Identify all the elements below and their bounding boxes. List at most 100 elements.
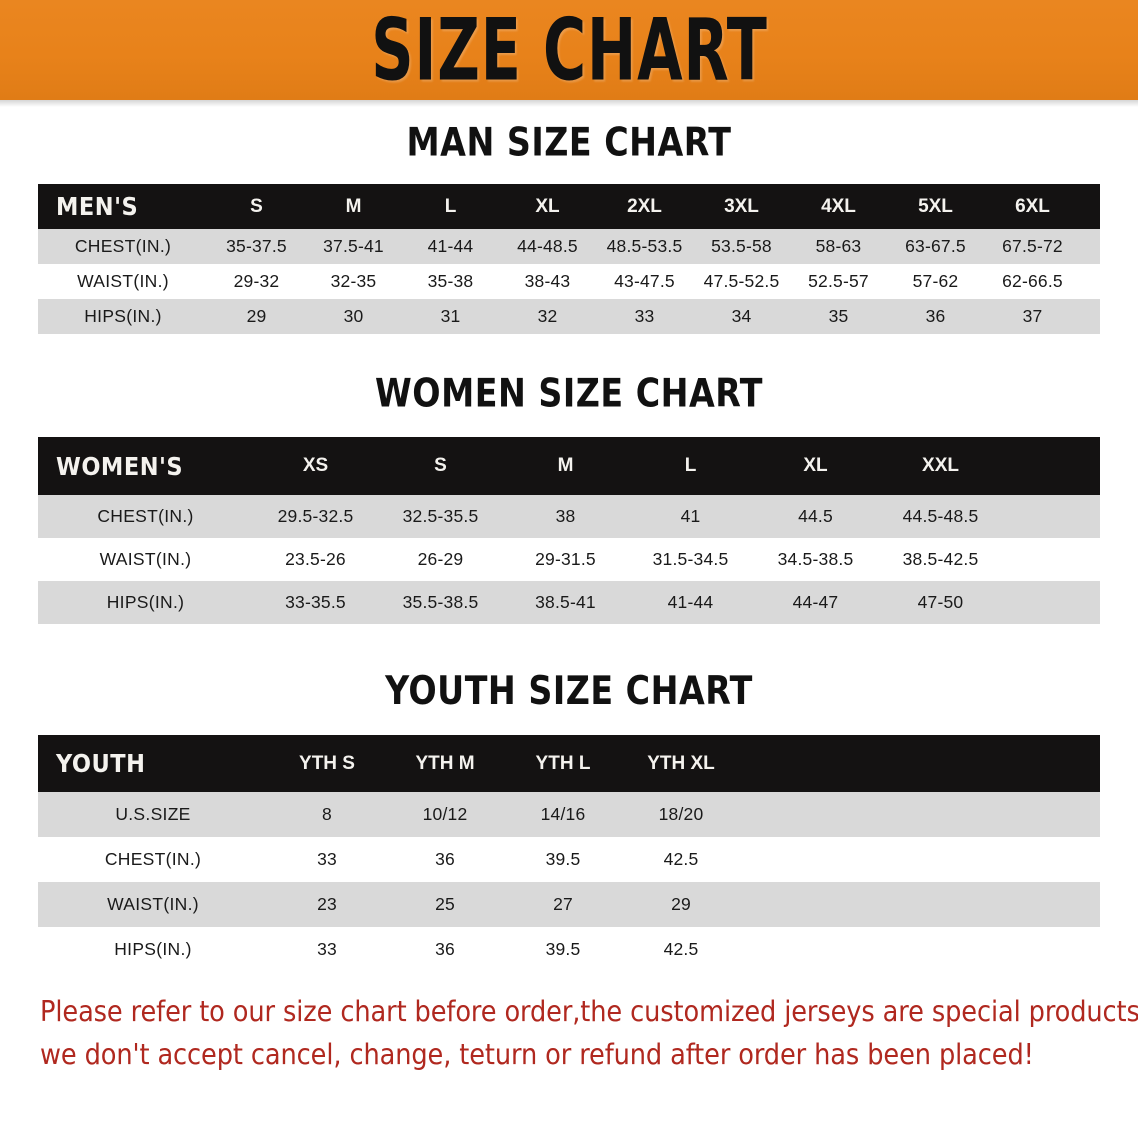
youth-header-filler [740, 735, 1100, 792]
man-col-header: 3XL [693, 184, 790, 229]
women-corner-label: WOMEN'S [38, 437, 253, 495]
man-measure-cell: 62-66.5 [984, 264, 1081, 299]
table-row: CHEST(IN.) 29.5-32.5 32.5-35.5 38 41 44.5 44.5… [38, 495, 1100, 538]
women-col-header: XXL [878, 437, 1003, 495]
women-table-wrap: WOMEN'S XS S M L XL XXL CHEST(IN.) 29.5-32.5 32.5… [0, 437, 1138, 624]
women-measure-cell: 44.5-48.5 [878, 495, 1003, 538]
disclaimer-line-1: Please refer to our size chart before or… [40, 995, 1138, 1028]
women-measure-cell: 41 [628, 495, 753, 538]
table-row: CHEST(IN.) 33 36 39.5 42.5 [38, 837, 1100, 882]
man-col-header: 4XL [790, 184, 887, 229]
man-table-wrap: MEN'S S M L XL 2XL 3XL 4XL 5XL 6XL CHEST(IN.) 35-37… [0, 184, 1138, 334]
man-measure-cell: 44-48.5 [499, 229, 596, 264]
man-col-header: M [305, 184, 402, 229]
man-col-header: S [208, 184, 305, 229]
youth-measure-cell: 18/20 [622, 792, 740, 837]
man-measure-cell: 36 [887, 299, 984, 334]
man-measure-cell: 31 [402, 299, 499, 334]
youth-col-header: YTH S [268, 735, 386, 792]
women-row-label: HIPS(IN.) [38, 581, 253, 624]
women-header-row: WOMEN'S XS S M L XL XXL [38, 437, 1100, 495]
table-row: HIPS(IN.) 33 36 39.5 42.5 [38, 927, 1100, 972]
women-col-header: S [378, 437, 503, 495]
youth-measure-cell: 23 [268, 882, 386, 927]
table-row: WAIST(IN.) 23 25 27 29 [38, 882, 1100, 927]
man-section-title: MAN SIZE CHART [406, 119, 732, 166]
man-measure-cell: 34 [693, 299, 790, 334]
man-measure-cell: 37.5-41 [305, 229, 402, 264]
page-banner: SIZE CHART [0, 0, 1138, 107]
women-measure-cell: 38 [503, 495, 628, 538]
women-col-header: XL [753, 437, 878, 495]
women-measure-cell: 26-29 [378, 538, 503, 581]
women-row-filler [1003, 581, 1100, 624]
man-measure-cell: 32-35 [305, 264, 402, 299]
man-measure-cell: 48.5-53.5 [596, 229, 693, 264]
man-measure-cell: 67.5-72 [984, 229, 1081, 264]
women-measure-cell: 44-47 [753, 581, 878, 624]
youth-col-header: YTH XL [622, 735, 740, 792]
man-measure-cell: 52.5-57 [790, 264, 887, 299]
youth-row-filler [740, 837, 1100, 882]
man-measure-cell: 57-62 [887, 264, 984, 299]
table-row: HIPS(IN.) 33-35.5 35.5-38.5 38.5-41 41-44 44-… [38, 581, 1100, 624]
man-measure-cell: 29 [208, 299, 305, 334]
man-measure-cell: 32 [499, 299, 596, 334]
youth-col-header: YTH L [504, 735, 622, 792]
table-row: U.S.SIZE 8 10/12 14/16 18/20 [38, 792, 1100, 837]
women-col-header: XS [253, 437, 378, 495]
man-measure-cell: 63-67.5 [887, 229, 984, 264]
women-measure-cell: 32.5-35.5 [378, 495, 503, 538]
table-row: CHEST(IN.) 35-37.5 37.5-41 41-44 44-48.5 48.5… [38, 229, 1100, 264]
man-measure-cell: 58-63 [790, 229, 887, 264]
man-col-header: 2XL [596, 184, 693, 229]
man-row-filler [1081, 264, 1100, 299]
man-measure-cell: 37 [984, 299, 1081, 334]
women-measure-cell: 47-50 [878, 581, 1003, 624]
youth-row-label: U.S.SIZE [38, 792, 268, 837]
youth-measure-cell: 36 [386, 837, 504, 882]
youth-measure-cell: 39.5 [504, 837, 622, 882]
women-measure-cell: 23.5-26 [253, 538, 378, 581]
man-measure-cell: 29-32 [208, 264, 305, 299]
man-measure-cell: 33 [596, 299, 693, 334]
man-measure-cell: 38-43 [499, 264, 596, 299]
youth-section-title: YOUTH SIZE CHART [385, 667, 753, 714]
women-row-filler [1003, 495, 1100, 538]
youth-measure-cell: 39.5 [504, 927, 622, 972]
disclaimer-line-2: we don't accept cancel, change, teturn o… [40, 1038, 1034, 1072]
youth-measure-cell: 8 [268, 792, 386, 837]
women-measure-cell: 35.5-38.5 [378, 581, 503, 624]
youth-row-label: WAIST(IN.) [38, 882, 268, 927]
women-col-header: M [503, 437, 628, 495]
man-corner-label: MEN'S [38, 184, 208, 229]
women-row-label: CHEST(IN.) [38, 495, 253, 538]
women-measure-cell: 38.5-41 [503, 581, 628, 624]
man-header-row: MEN'S S M L XL 2XL 3XL 4XL 5XL 6XL [38, 184, 1100, 229]
table-row: WAIST(IN.) 29-32 32-35 35-38 38-43 43-47.5 47.… [38, 264, 1100, 299]
women-size-table: WOMEN'S XS S M L XL XXL CHEST(IN.) 29.5-32.5 32.5… [38, 437, 1100, 624]
man-row-filler [1081, 229, 1100, 264]
youth-corner-label: YOUTH [38, 735, 268, 792]
youth-measure-cell: 36 [386, 927, 504, 972]
man-measure-cell: 47.5-52.5 [693, 264, 790, 299]
order-disclaimer: Please refer to our size chart before or… [0, 972, 1138, 1077]
women-measure-cell: 44.5 [753, 495, 878, 538]
youth-measure-cell: 42.5 [622, 837, 740, 882]
man-header-filler [1081, 184, 1100, 229]
women-measure-cell: 33-35.5 [253, 581, 378, 624]
man-measure-cell: 43-47.5 [596, 264, 693, 299]
youth-measure-cell: 42.5 [622, 927, 740, 972]
page-title: SIZE CHART [370, 0, 768, 100]
women-measure-cell: 38.5-42.5 [878, 538, 1003, 581]
man-measure-cell: 53.5-58 [693, 229, 790, 264]
man-col-header: 6XL [984, 184, 1081, 229]
youth-col-header: YTH M [386, 735, 504, 792]
man-col-header: 5XL [887, 184, 984, 229]
youth-row-filler [740, 792, 1100, 837]
youth-measure-cell: 33 [268, 927, 386, 972]
women-header-filler [1003, 437, 1100, 495]
man-size-table: MEN'S S M L XL 2XL 3XL 4XL 5XL 6XL CHEST(IN.) 35-37… [38, 184, 1100, 334]
youth-measure-cell: 29 [622, 882, 740, 927]
youth-measure-cell: 27 [504, 882, 622, 927]
